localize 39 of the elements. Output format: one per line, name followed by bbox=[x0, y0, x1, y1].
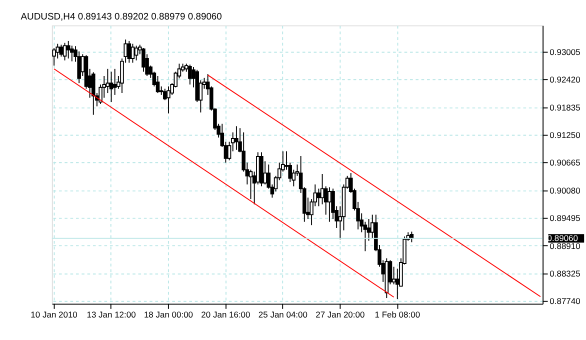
y-tick-label: 0.91835 bbox=[550, 102, 581, 112]
y-tick-label: 0.89495 bbox=[550, 213, 581, 224]
y-tick-label: 0.90665 bbox=[550, 158, 581, 168]
x-tick-label: 13 Jan 12:00 bbox=[86, 309, 136, 320]
candlestick bbox=[106, 68, 110, 94]
candlestick bbox=[316, 188, 321, 207]
candlestick bbox=[91, 72, 96, 116]
y-tick-label: 0.93005 bbox=[550, 46, 581, 57]
x-tick-label: 10 Jan 2010 bbox=[30, 309, 78, 320]
candlestick bbox=[134, 45, 138, 61]
x-tick-label: 1 Feb 08:00 bbox=[374, 309, 420, 320]
candlestick bbox=[328, 186, 332, 222]
candlestick bbox=[130, 43, 135, 64]
chart-title: AUDUSD,H4 0.89143 0.89202 0.88979 0.89060 bbox=[20, 10, 222, 22]
candlestick bbox=[142, 48, 146, 72]
x-tick-label: 20 Jan 16:00 bbox=[201, 309, 251, 320]
candlestick bbox=[66, 40, 70, 59]
y-tick-label: 0.88325 bbox=[550, 268, 581, 278]
candlestick bbox=[127, 40, 132, 64]
candlestick bbox=[112, 68, 117, 96]
x-tick-label: 25 Jan 04:00 bbox=[258, 309, 308, 320]
candlestick bbox=[109, 71, 114, 103]
x-tick-label: 18 Jan 00:00 bbox=[144, 309, 194, 320]
y-tick-label: 0.88910 bbox=[550, 240, 581, 251]
candlestick bbox=[59, 44, 64, 58]
candlestick bbox=[52, 48, 56, 66]
x-tick-label: 27 Jan 20:00 bbox=[316, 309, 365, 320]
ref-line-label: 0.89060 bbox=[547, 233, 578, 244]
candlestick bbox=[166, 86, 170, 114]
y-tick-label: 0.91250 bbox=[550, 130, 581, 140]
candlestick bbox=[70, 45, 74, 62]
candlestick bbox=[188, 64, 192, 85]
y-tick-label: 0.92420 bbox=[550, 74, 581, 85]
candlestick bbox=[156, 76, 160, 94]
y-tick-label: 0.87740 bbox=[550, 296, 581, 306]
y-tick-label: 0.90080 bbox=[550, 185, 581, 196]
candlestick bbox=[234, 126, 238, 150]
candlestick bbox=[62, 42, 67, 61]
candlestick bbox=[320, 174, 324, 205]
